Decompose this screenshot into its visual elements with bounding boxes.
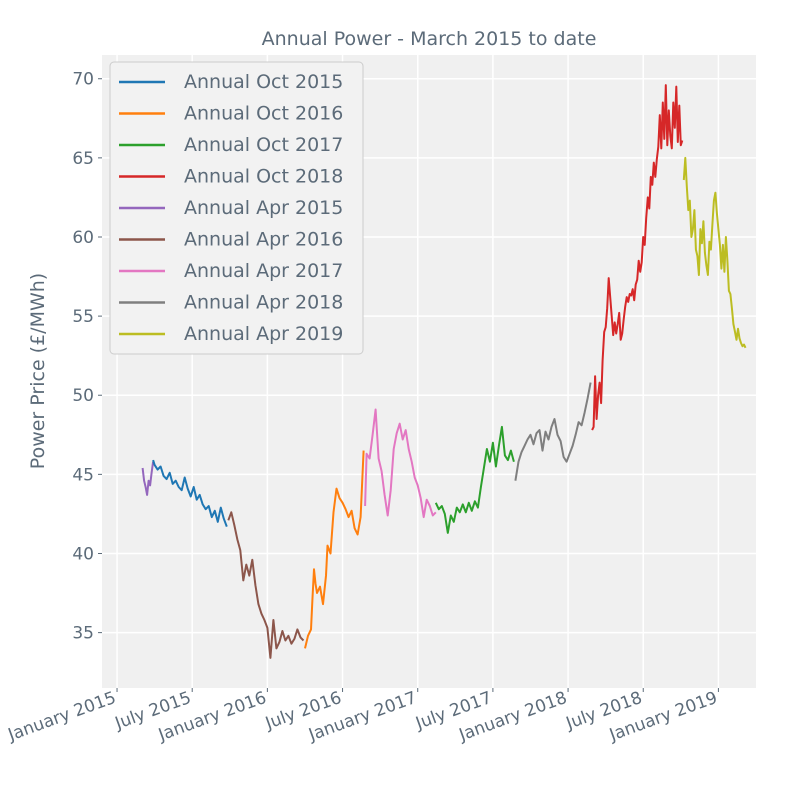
y-tick-label: 70	[72, 70, 94, 90]
legend-label: Annual Apr 2016	[184, 229, 343, 251]
y-axis-label: Power Price (£/MWh)	[27, 273, 49, 469]
series-line-annual-oct-2018	[591, 84, 684, 431]
y-tick-label: 50	[72, 386, 94, 406]
series-group	[141, 84, 747, 659]
series-line-annual-apr-2018	[514, 382, 592, 481]
y-tick-label: 60	[72, 228, 94, 248]
y-ticks: 35 40 45 50 55 60 65 70	[72, 70, 102, 644]
legend-label: Annual Oct 2016	[184, 103, 343, 125]
legend-label: Annual Oct 2017	[184, 134, 343, 156]
series-line-annual-oct-2017	[434, 425, 515, 534]
legend-label: Annual Oct 2018	[184, 166, 343, 188]
legend-label: Annual Apr 2015	[184, 197, 343, 219]
series-line-annual-oct-2015	[152, 459, 228, 527]
y-tick-label: 55	[72, 307, 94, 327]
legend-label: Annual Oct 2015	[184, 71, 343, 93]
legend-box	[109, 61, 364, 355]
y-tick-label: 45	[72, 465, 94, 485]
legend-label: Annual Apr 2019	[184, 323, 343, 345]
series-line-annual-apr-2015	[141, 461, 155, 496]
y-tick-label: 65	[72, 149, 94, 169]
x-tick-label: January 2015	[5, 688, 119, 746]
legend: Annual Oct 2015 Annual Oct 2016 Annual Oct…	[109, 61, 364, 355]
series-line-annual-apr-2017	[364, 408, 437, 519]
series-line-annual-apr-2019	[682, 156, 747, 349]
chart-title: Annual Power - March 2015 to date	[262, 28, 597, 50]
legend-label: Annual Apr 2017	[184, 260, 343, 282]
series-line-annual-apr-2016	[227, 511, 305, 659]
legend-label: Annual Apr 2018	[184, 292, 343, 314]
y-tick-label: 35	[72, 624, 94, 644]
series-line-annual-oct-2016	[304, 450, 365, 649]
y-tick-label: 40	[72, 544, 94, 564]
